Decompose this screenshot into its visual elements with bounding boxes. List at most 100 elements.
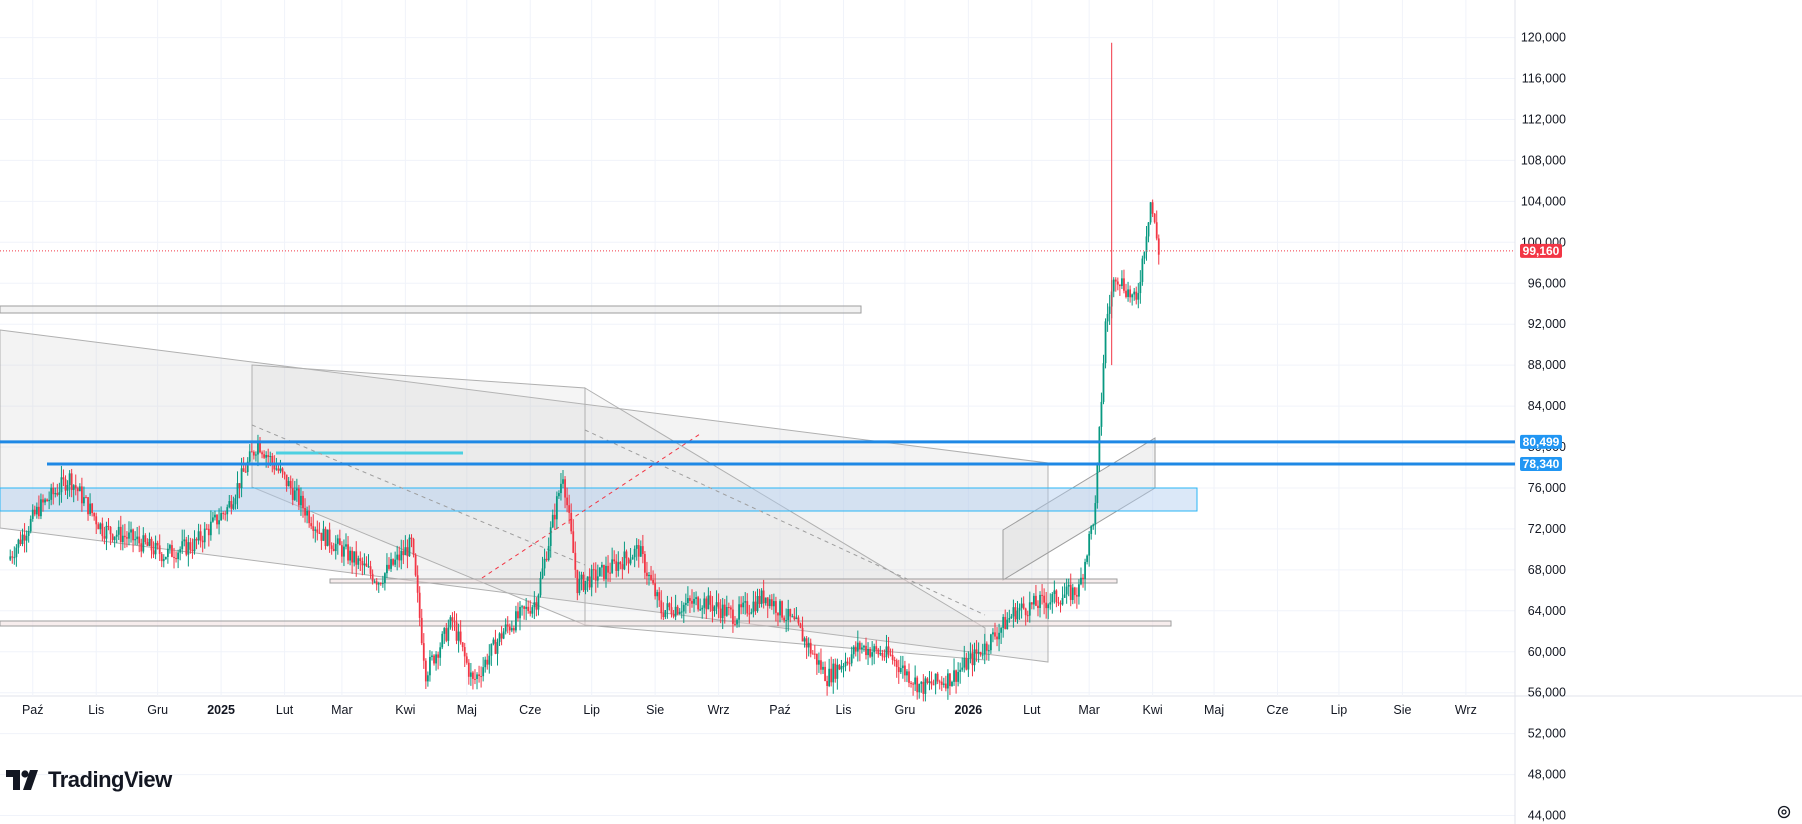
candle-body <box>865 645 867 656</box>
candle-body <box>404 547 407 556</box>
candle-body <box>70 473 73 491</box>
candle-body <box>111 534 114 541</box>
price-axis[interactable]: 120,000116,000112,000108,000104,000100,0… <box>1521 31 1566 823</box>
candle-body <box>205 528 208 530</box>
candle-body <box>674 606 677 617</box>
candle-body <box>426 675 429 682</box>
candle-body <box>173 556 175 558</box>
candle-body <box>1053 590 1056 595</box>
candle-body <box>1118 284 1121 287</box>
candle-body <box>558 493 560 497</box>
candle-body <box>291 488 294 500</box>
candle-body <box>500 633 503 639</box>
candle-body <box>574 552 577 570</box>
candle-body <box>922 681 925 694</box>
candle-body <box>744 601 747 603</box>
candle-body <box>1112 279 1115 292</box>
candle-body <box>971 653 974 666</box>
candle-body <box>861 647 863 650</box>
candle-body <box>152 550 155 555</box>
candle-body <box>912 683 914 685</box>
candle-body <box>1106 313 1109 322</box>
support-box-low <box>329 578 1118 584</box>
candle-body <box>969 653 972 659</box>
candle-body <box>142 535 145 552</box>
candle-body <box>486 659 489 665</box>
tradingview-logo-icon <box>6 770 38 790</box>
candle-body <box>412 539 415 555</box>
candle-body <box>406 547 409 557</box>
candle-body <box>123 535 126 538</box>
candle-body <box>820 660 822 670</box>
candle-body <box>783 617 786 621</box>
candle-body <box>594 569 597 581</box>
candle-body <box>365 563 368 567</box>
price-tick-label: 56,000 <box>1528 686 1566 700</box>
candle-body <box>218 520 220 525</box>
candle-body <box>58 492 61 495</box>
candle-body <box>639 546 642 557</box>
candle-body <box>418 592 421 618</box>
candle-body <box>779 601 781 616</box>
candle-body <box>1127 289 1129 297</box>
candle-body <box>269 456 272 458</box>
candle-body <box>953 670 955 682</box>
tradingview-logo[interactable]: TradingView <box>6 767 172 793</box>
candle-body <box>1129 289 1132 298</box>
candle-body <box>1063 594 1066 598</box>
candle-body <box>207 528 210 536</box>
candle-body <box>136 536 139 540</box>
time-label: Lip <box>1331 703 1348 717</box>
candle-body <box>834 663 837 679</box>
candle-body <box>549 527 552 546</box>
candle-body <box>203 528 206 543</box>
candle-body <box>250 451 253 453</box>
candle-body <box>979 651 982 655</box>
candle-body <box>369 566 372 574</box>
candle-body <box>388 564 390 569</box>
candle-body <box>144 535 147 543</box>
candle-body <box>560 483 562 494</box>
time-axis[interactable]: Paź Lis Gru 2025 Lut Mar Kwi Maj Cze Lip Sie Wrz Paź… <box>22 703 1477 717</box>
candle-body <box>758 595 761 604</box>
candle-body <box>506 624 509 627</box>
candle-body <box>1028 602 1031 616</box>
candle-body <box>967 658 970 670</box>
candle-body <box>457 631 460 641</box>
candle-body <box>994 632 996 637</box>
candle-body <box>117 526 120 535</box>
candle-body <box>703 598 706 608</box>
candle-body <box>992 632 994 635</box>
candle-body <box>1069 584 1072 600</box>
candle-body <box>357 558 360 565</box>
candle-body <box>889 654 892 656</box>
candle-body <box>394 559 397 565</box>
candle-body <box>1100 401 1103 427</box>
candle-body <box>601 564 603 568</box>
gear-icon[interactable] <box>1776 804 1792 820</box>
candle-body <box>134 539 137 541</box>
candle-body <box>461 642 464 648</box>
candle-body <box>899 668 902 673</box>
candle-body <box>822 666 824 670</box>
candle-body <box>287 480 290 487</box>
candle-body <box>985 643 988 651</box>
candle-body <box>732 609 734 624</box>
candle-body <box>670 607 673 615</box>
candle-body <box>95 516 98 525</box>
candle-body <box>521 606 523 608</box>
candle-body <box>355 551 358 565</box>
candle-body <box>273 462 276 470</box>
candle-body <box>408 537 411 557</box>
candle-body <box>578 579 581 594</box>
time-label: Cze <box>1266 703 1288 717</box>
candle-body <box>338 538 341 546</box>
candle-body <box>654 583 657 597</box>
candle-body <box>721 604 724 619</box>
candle-body <box>533 602 536 608</box>
candle-body <box>447 627 450 641</box>
candle-body <box>807 642 810 648</box>
candle-body <box>795 617 798 620</box>
time-label: 2025 <box>207 703 235 717</box>
